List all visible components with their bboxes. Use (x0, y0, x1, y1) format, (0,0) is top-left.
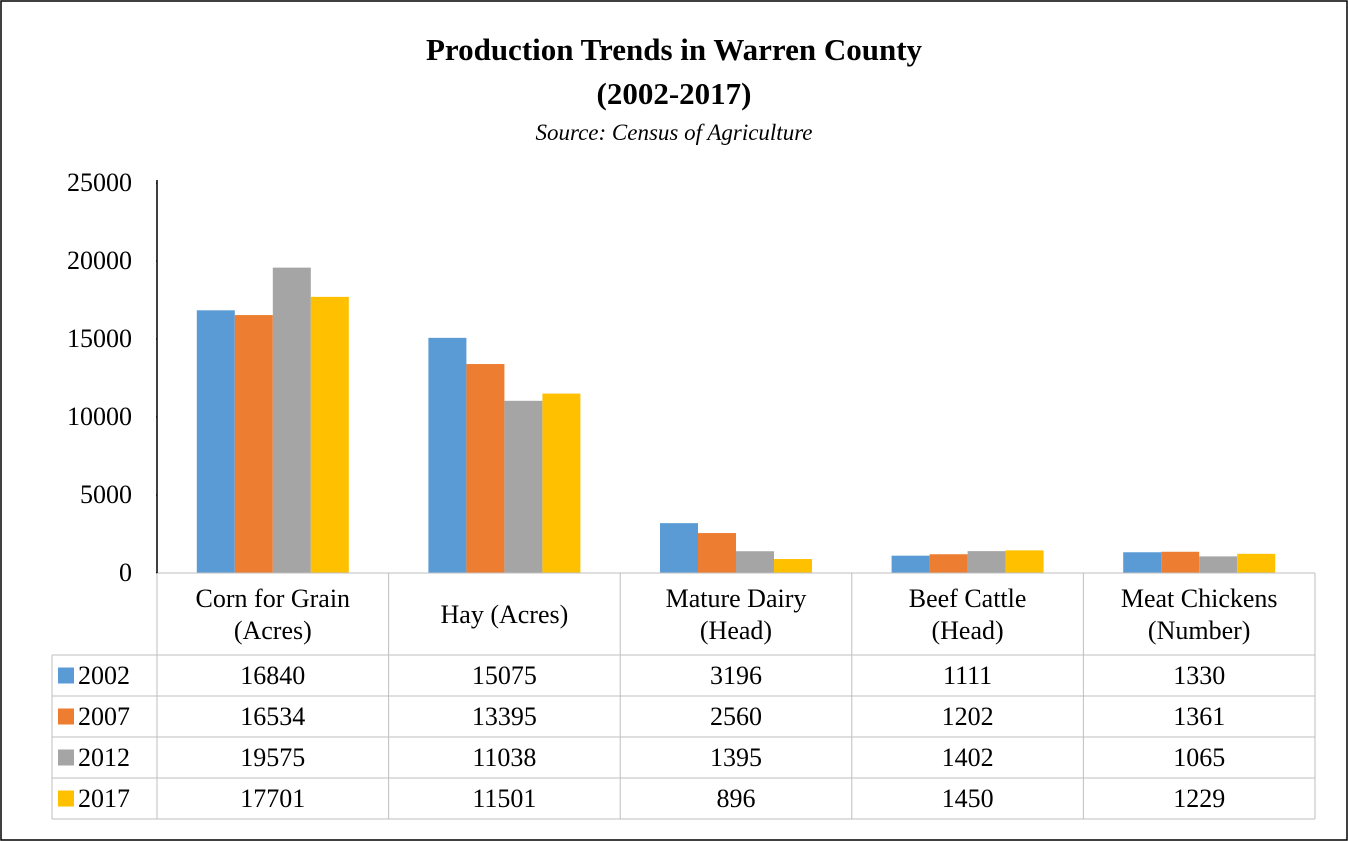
legend-key (58, 790, 74, 807)
bar (272, 267, 311, 573)
table-value: 16840 (240, 660, 306, 690)
x-tick-label: Mature Dairy (Head) (665, 584, 807, 645)
bar (774, 559, 812, 573)
chart-source: Source: Census of Agriculture (535, 120, 813, 145)
table-value: 1402 (941, 742, 994, 772)
bar (736, 551, 774, 573)
legend-key (58, 708, 74, 725)
bar (504, 400, 543, 573)
y-tick-label: 25000 (67, 168, 132, 197)
bar (660, 523, 698, 573)
bar (542, 393, 581, 573)
y-tick-label: 10000 (67, 402, 132, 431)
x-tick-label: Meat Chickens (Number) (1120, 584, 1278, 645)
bar (1237, 553, 1276, 573)
x-tick-label: Corn for Grain (Acres) (195, 584, 351, 645)
x-tick-label: Beef Cattle (Head) (908, 584, 1027, 645)
legend-key (58, 749, 74, 766)
bar (1161, 551, 1200, 573)
bar (967, 551, 1006, 573)
chart-title: Production Trends in Warren County (425, 32, 923, 67)
table-value: 1395 (709, 742, 762, 772)
bar (1005, 550, 1044, 573)
bar (929, 554, 968, 573)
table-value: 1450 (941, 783, 994, 813)
table-value: 15075 (471, 660, 537, 690)
bar (466, 364, 505, 573)
table-value: 896 (716, 783, 756, 813)
bar (1199, 556, 1238, 573)
y-tick-label: 0 (119, 558, 132, 587)
table-value: 1065 (1173, 742, 1226, 772)
table-value: 13395 (471, 701, 537, 731)
bar (310, 296, 349, 573)
legend-label: 2007 (78, 701, 130, 731)
legend-label: 2017 (78, 783, 130, 813)
bar (698, 533, 736, 573)
table-value: 1330 (1173, 660, 1226, 690)
y-tick-label: 20000 (67, 246, 132, 275)
legend-label: 2002 (78, 660, 130, 690)
legend-key (58, 667, 74, 684)
y-tick-label: 15000 (67, 324, 132, 353)
table-value: 17701 (240, 783, 306, 813)
bar (891, 555, 930, 573)
table-value: 19575 (240, 742, 306, 772)
table-value: 1111 (943, 660, 993, 690)
table-value: 3196 (709, 660, 762, 690)
x-tick-label: Hay (Acres) (440, 600, 569, 629)
table-value: 2560 (709, 701, 762, 731)
table-value: 11501 (472, 783, 537, 813)
table-value: 11038 (472, 742, 537, 772)
bar (1123, 552, 1162, 573)
bar (428, 337, 467, 573)
chart-subtitle: (2002-2017) (596, 76, 752, 111)
bar (234, 315, 273, 573)
table-value: 1202 (941, 701, 994, 731)
y-tick-label: 5000 (80, 480, 132, 509)
table-value: 16534 (240, 701, 306, 731)
bar (196, 310, 235, 573)
table-value: 1361 (1173, 701, 1226, 731)
legend-label: 2012 (78, 742, 130, 772)
table-value: 1229 (1173, 783, 1226, 813)
